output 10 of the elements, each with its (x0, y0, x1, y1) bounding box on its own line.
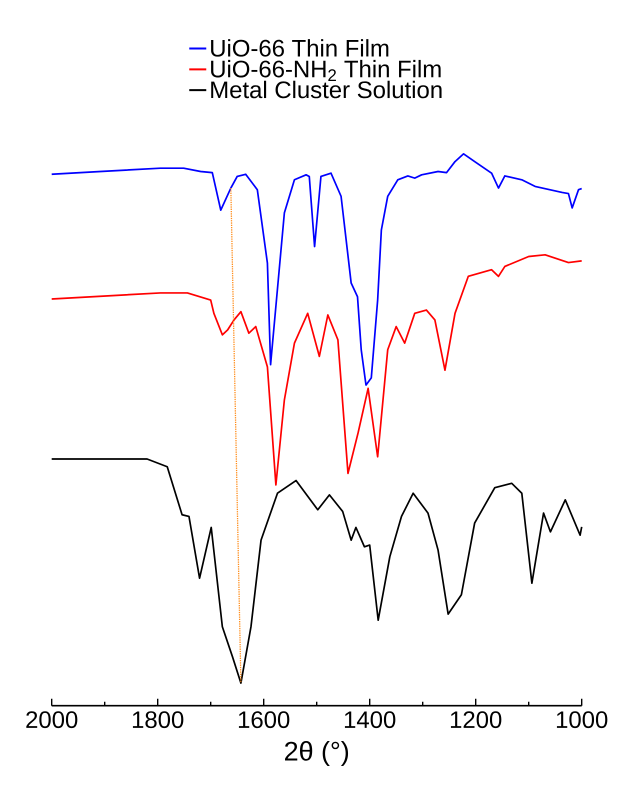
x-axis-title: 2θ (°) (285, 740, 348, 766)
x-tick-label: 1200 (450, 711, 502, 728)
x-tick-label: 2000 (26, 711, 78, 728)
x-tick-label: 1400 (344, 711, 396, 728)
legend-label: UiO-66 Thin Film (211, 39, 388, 57)
x-tick-label: 1600 (238, 711, 290, 728)
x-tick-label: 1800 (132, 711, 184, 728)
legend-label: UiO-66-NH$_{2}$ Thin Film (211, 60, 441, 81)
legend-label: Metal Cluster Solution (211, 80, 442, 98)
x-tick-label: 1000 (556, 711, 608, 728)
